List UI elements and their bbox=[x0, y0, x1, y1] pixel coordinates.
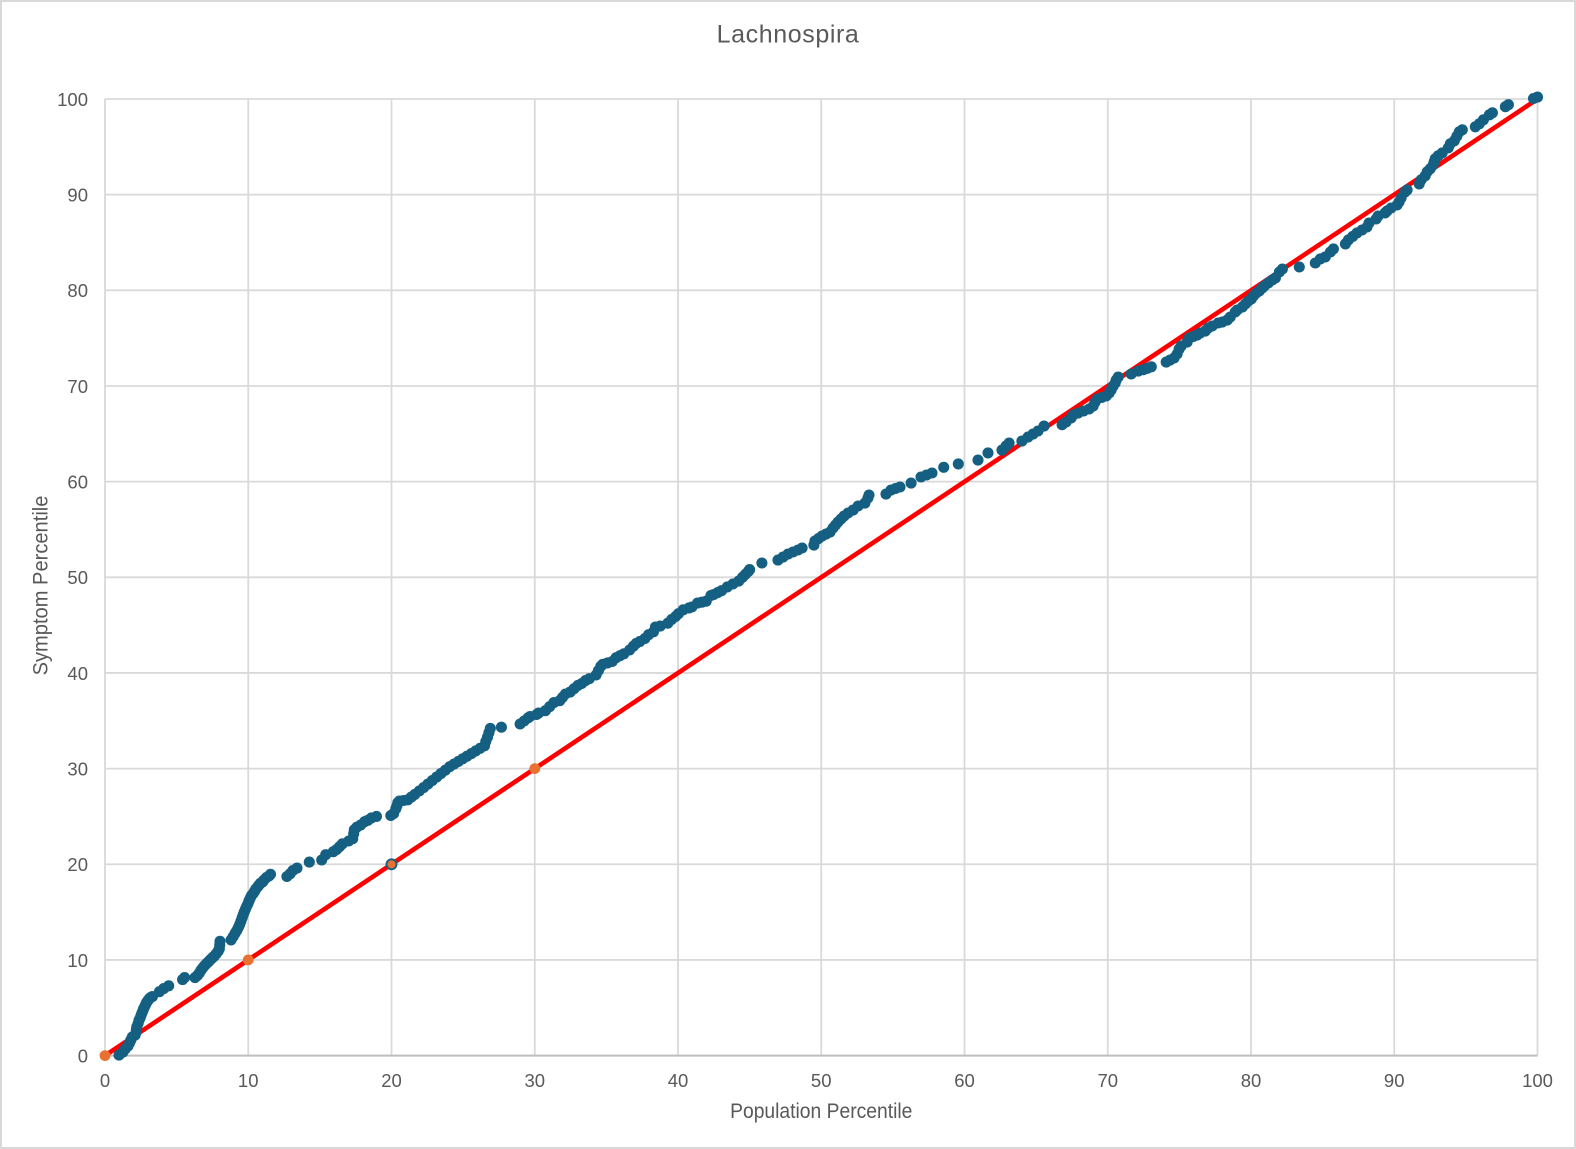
svg-text:100: 100 bbox=[57, 89, 88, 110]
svg-text:Population Percentile: Population Percentile bbox=[730, 1100, 912, 1123]
svg-text:40: 40 bbox=[668, 1070, 689, 1091]
svg-text:20: 20 bbox=[67, 854, 88, 875]
svg-text:Symptom Percentile: Symptom Percentile bbox=[29, 496, 52, 676]
svg-text:0: 0 bbox=[78, 1046, 88, 1067]
svg-text:100: 100 bbox=[1522, 1070, 1553, 1091]
svg-text:60: 60 bbox=[954, 1070, 975, 1091]
svg-text:40: 40 bbox=[67, 663, 88, 684]
svg-text:60: 60 bbox=[67, 472, 88, 493]
svg-text:30: 30 bbox=[67, 759, 88, 780]
svg-text:50: 50 bbox=[67, 567, 88, 588]
svg-text:90: 90 bbox=[67, 185, 88, 206]
svg-text:30: 30 bbox=[525, 1070, 546, 1091]
svg-text:70: 70 bbox=[1098, 1070, 1119, 1091]
svg-text:20: 20 bbox=[381, 1070, 402, 1091]
svg-text:10: 10 bbox=[67, 950, 88, 971]
svg-text:80: 80 bbox=[67, 280, 88, 301]
svg-text:80: 80 bbox=[1241, 1070, 1262, 1091]
svg-text:50: 50 bbox=[811, 1070, 832, 1091]
svg-text:Lachnospira: Lachnospira bbox=[717, 21, 860, 49]
svg-text:70: 70 bbox=[67, 376, 88, 397]
svg-text:10: 10 bbox=[238, 1070, 259, 1091]
svg-text:0: 0 bbox=[100, 1070, 110, 1091]
svg-text:90: 90 bbox=[1384, 1070, 1405, 1091]
